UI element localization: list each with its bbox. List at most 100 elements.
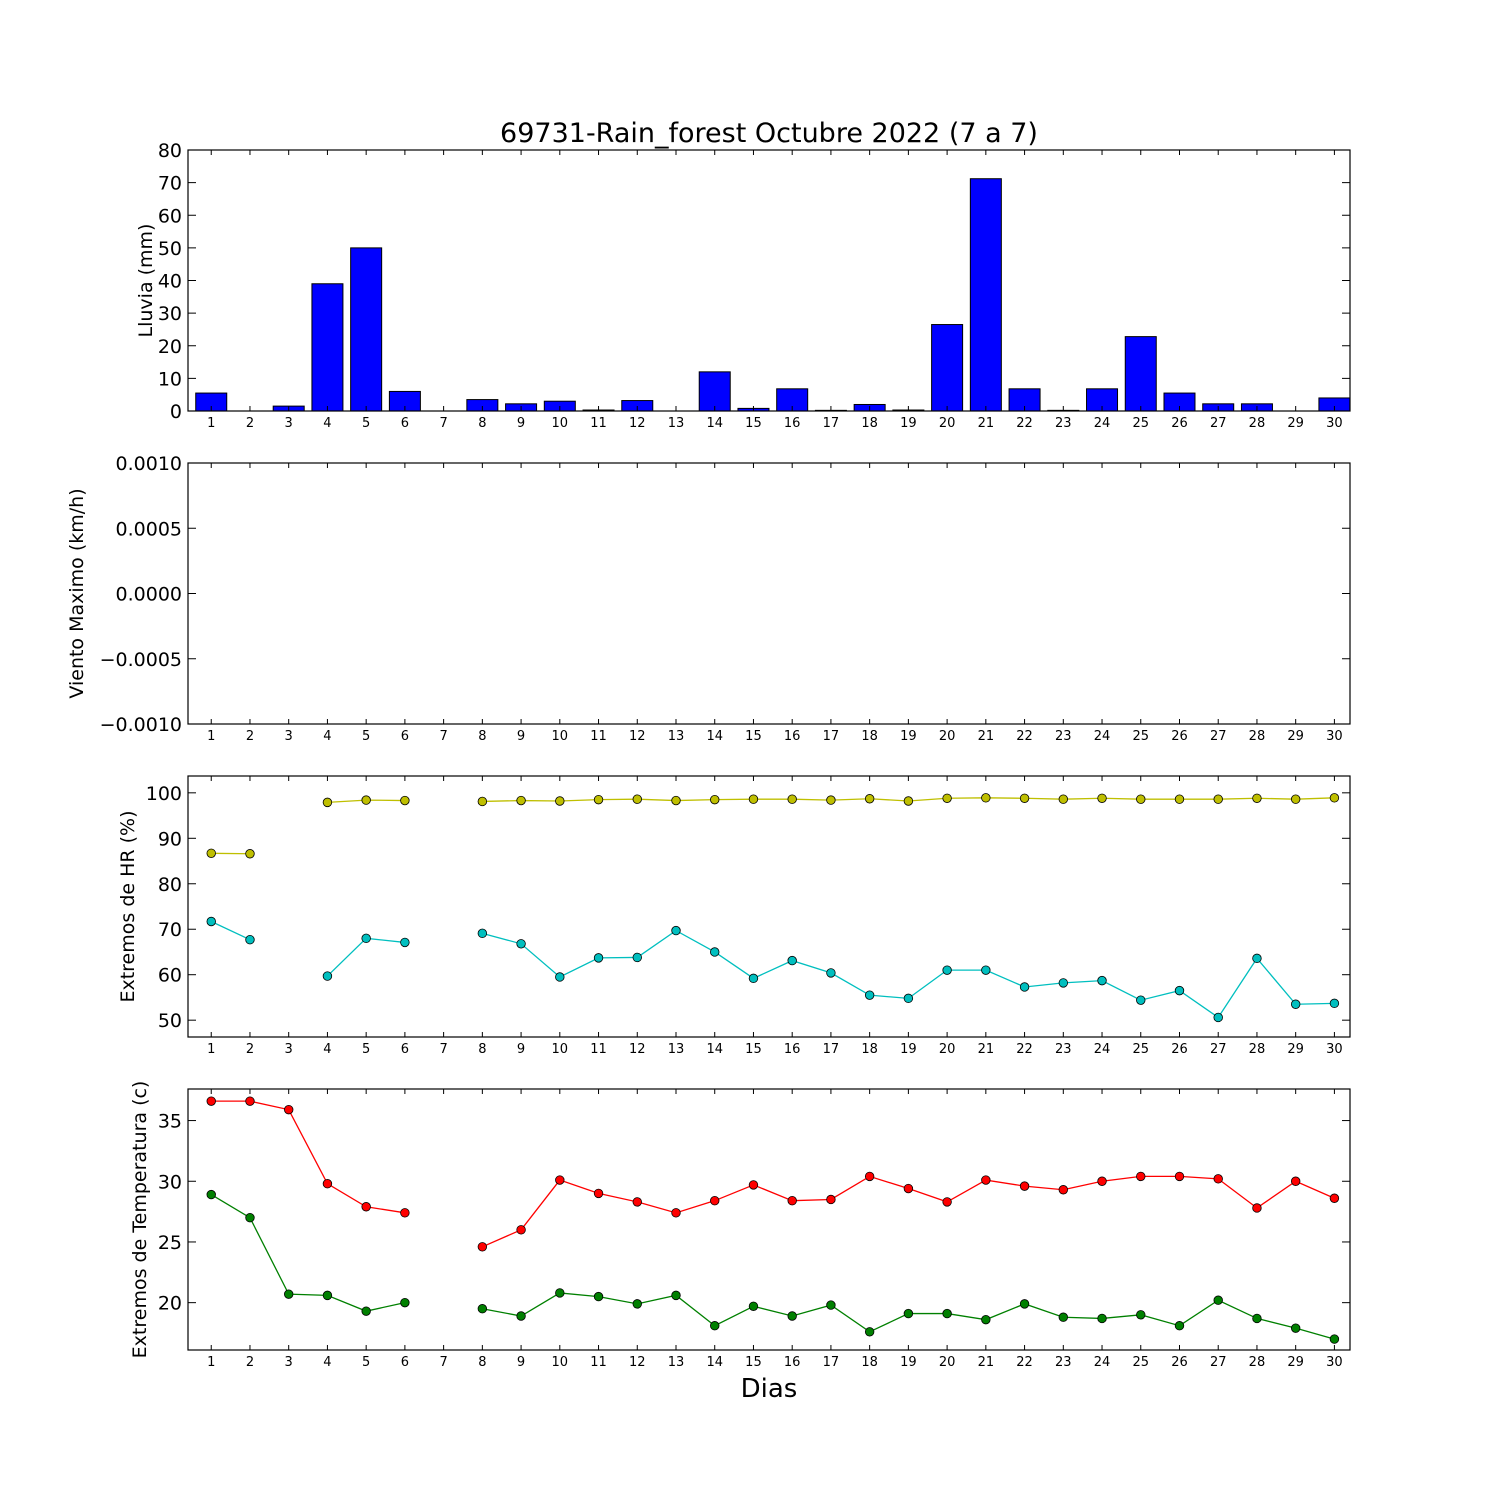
- temperature-extremes-chart-series-1-point-day-1: [206, 1096, 216, 1106]
- temperature-extremes-chart-series-2-point-day-19: [903, 1308, 914, 1319]
- humidity-extremes-chart-series-2-point-day-29: [1290, 999, 1301, 1009]
- x-tick-label: 6: [401, 729, 409, 744]
- humidity-extremes-chart-series-2-point-day-23: [1058, 978, 1069, 988]
- temperature-extremes-chart-y-axis-label: Extremos de Temperatura (c): [129, 1081, 151, 1359]
- x-tick-label: 21: [978, 1042, 995, 1057]
- humidity-extremes-chart-series-2-point-day-13: [671, 925, 681, 936]
- y-tick-label: 100: [146, 783, 182, 805]
- humidity-extremes-chart-series-1-point-day-30: [1329, 793, 1340, 803]
- rain-bar-day-21: [969, 178, 1002, 412]
- x-tick-label: 8: [478, 1355, 486, 1370]
- x-tick-label: 24: [1094, 729, 1111, 744]
- x-tick-label: 1: [207, 416, 215, 431]
- x-tick-label: 10: [552, 416, 569, 431]
- x-tick-label: 16: [784, 729, 801, 744]
- humidity-extremes-chart-series-1-point-day-17: [826, 795, 836, 805]
- y-tick-label: 20: [158, 336, 182, 358]
- humidity-extremes-chart-series-2-point-day-18: [864, 990, 875, 1000]
- temperature-extremes-chart-series-1-point-day-5: [361, 1202, 371, 1212]
- x-tick-label: 16: [784, 416, 801, 431]
- x-tick-label: 2: [246, 1042, 254, 1057]
- temperature-extremes-chart-series-2-point-day-16: [787, 1311, 797, 1321]
- temperature-extremes-chart-series-2-point-day-23: [1058, 1312, 1069, 1322]
- rain-bar-day-14: [698, 371, 731, 412]
- x-tick-label: 4: [323, 1355, 331, 1370]
- x-tick-label: 18: [861, 729, 878, 744]
- x-tick-label: 5: [362, 729, 370, 744]
- x-tick-label: 26: [1171, 416, 1188, 431]
- x-tick-label: 17: [823, 729, 840, 744]
- humidity-extremes-chart-series-2-point-day-28: [1252, 953, 1262, 964]
- humidity-extremes-chart-series-1-point-day-4: [322, 797, 333, 808]
- humidity-extremes-chart-series-1-point-day-25: [1136, 794, 1146, 804]
- x-tick-label: 4: [323, 729, 331, 744]
- max-wind-chart-y-axis-label: Viento Maximo (km/h): [66, 488, 88, 698]
- temperature-extremes-chart-series-2-point-day-12: [632, 1299, 642, 1309]
- humidity-extremes-chart-series-1-point-day-14: [710, 794, 720, 805]
- humidity-extremes-chart-series-1-point-day-12: [632, 794, 642, 804]
- temperature-extremes-chart-series-2-point-day-25: [1136, 1310, 1146, 1320]
- humidity-extremes-chart-series-2-point-day-19: [903, 993, 914, 1004]
- x-tick-label: 13: [668, 729, 685, 744]
- x-tick-label: 11: [590, 416, 607, 431]
- y-tick-label: 0.0010: [116, 453, 182, 475]
- x-tick-label: 6: [401, 416, 409, 431]
- humidity-extremes-chart-series-1-point-day-28: [1252, 793, 1262, 803]
- temperature-extremes-chart-series-2-point-day-6: [400, 1297, 410, 1308]
- x-tick-label: 19: [900, 416, 917, 431]
- humidity-extremes-chart-series-2-point-day-1: [206, 916, 216, 927]
- humidity-extremes-chart-series-2-point-day-4: [322, 971, 333, 981]
- humidity-extremes-chart-frame: [187, 775, 1351, 1038]
- humidity-extremes-chart-y-axis-label: Extremos de HR (%): [117, 810, 139, 1002]
- x-tick-label: 7: [439, 1355, 447, 1370]
- humidity-extremes-chart-series-2-point-day-25: [1136, 995, 1146, 1005]
- humidity-extremes-chart-series-2-point-day-24: [1097, 975, 1107, 986]
- temperature-extremes-chart-series-2-point-day-14: [710, 1321, 720, 1331]
- temperature-extremes-chart-series-1-point-day-4: [322, 1178, 333, 1189]
- y-tick-label: 60: [158, 965, 182, 987]
- y-tick-label: 80: [158, 874, 182, 896]
- x-tick-label: 1: [207, 1355, 215, 1370]
- x-tick-label: 13: [668, 1042, 685, 1057]
- x-tick-label: 29: [1287, 1355, 1304, 1370]
- y-tick-label: 60: [158, 205, 182, 227]
- x-tick-label: 13: [668, 1355, 685, 1370]
- x-tick-label: 19: [900, 1042, 917, 1057]
- x-tick-label: 15: [745, 1355, 762, 1370]
- humidity-extremes-chart-series-1-point-day-6: [400, 795, 410, 806]
- x-tick-label: 6: [401, 1355, 409, 1370]
- temperature-extremes-chart-series-1-point-day-8: [477, 1242, 488, 1252]
- x-tick-label: 25: [1132, 1355, 1149, 1370]
- temperature-extremes-chart-series-2-point-day-8: [477, 1304, 488, 1314]
- x-tick-label: 5: [362, 1355, 370, 1370]
- y-tick-label: 0.0000: [116, 584, 182, 606]
- x-tick-label: 25: [1132, 1042, 1149, 1057]
- humidity-extremes-chart-series-2-point-day-15: [748, 973, 759, 984]
- x-tick-label: 23: [1055, 416, 1072, 431]
- humidity-extremes-chart-series-1-point-day-5: [361, 795, 371, 805]
- humidity-extremes-chart-series-2-point-day-21: [981, 965, 991, 975]
- x-tick-label: 22: [1016, 729, 1033, 744]
- temperature-extremes-chart-series-2-point-day-22: [1019, 1299, 1030, 1309]
- temperature-extremes-chart-series-1-point-day-2: [245, 1096, 255, 1106]
- x-tick-label: 4: [323, 416, 331, 431]
- x-tick-label: 12: [629, 416, 646, 431]
- x-tick-label: 8: [478, 729, 486, 744]
- x-tick-label: 23: [1055, 1355, 1072, 1370]
- humidity-extremes-chart-series-1-point-day-11: [593, 794, 604, 805]
- x-tick-label: 30: [1326, 1042, 1343, 1057]
- temperature-extremes-chart-frame: [187, 1088, 1351, 1351]
- x-tick-label: 28: [1249, 416, 1266, 431]
- y-tick-label: 10: [158, 368, 182, 390]
- rain-bar-day-4: [311, 283, 344, 412]
- temperature-extremes-chart-series-2-point-day-11: [593, 1291, 604, 1302]
- temperature-extremes-chart-series-2-point-day-28: [1252, 1313, 1262, 1324]
- max-wind-chart: 1 2 3 4 5 6 7 8 9 10 11 12 13 14 15 16 17 18 19 20 21 22 23 24 2…: [66, 453, 1351, 744]
- x-tick-label: 17: [823, 1042, 840, 1057]
- x-tick-label: 29: [1287, 416, 1304, 431]
- x-tick-label: 16: [784, 1042, 801, 1057]
- x-tick-label: 18: [861, 416, 878, 431]
- temperature-extremes-chart-series-1-point-day-17: [826, 1194, 836, 1205]
- x-tick-label: 23: [1055, 729, 1072, 744]
